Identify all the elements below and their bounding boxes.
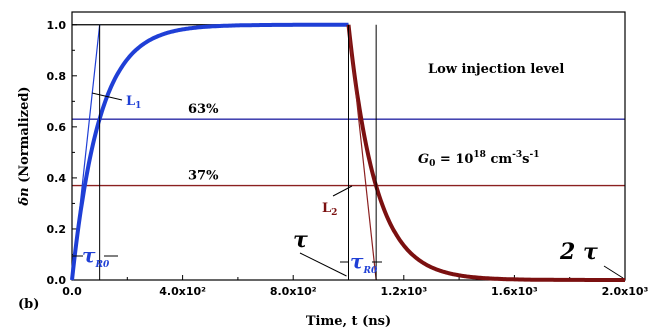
L1-pointer bbox=[91, 92, 123, 101]
y-axis-label: δn (Normalized) bbox=[17, 86, 32, 206]
generation-rate-label: G0 = 1018 cm-3s-1 bbox=[418, 150, 539, 169]
x-tick-label: 4.0x10² bbox=[159, 285, 206, 298]
tau-R0-decay-label: τR0 bbox=[350, 249, 378, 276]
x-axis-label: Time, t (ns) bbox=[306, 314, 391, 329]
x-tick-label: 1.6x10³ bbox=[491, 285, 538, 298]
y-tick-label: 0.4 bbox=[47, 172, 67, 185]
series bbox=[70, 22, 626, 282]
y-tick-label: 0.0 bbox=[47, 274, 67, 287]
L2-label: L2 bbox=[322, 201, 337, 218]
annotations: Low injection level 63% 37% G0 = 1018 cm-3s… bbox=[72, 62, 624, 279]
tau-label: τ bbox=[293, 227, 308, 253]
two-tau-label: 2 τ bbox=[559, 239, 598, 265]
panel-label: (b) bbox=[18, 297, 39, 312]
L1-label: L1 bbox=[126, 94, 141, 111]
tau-pointer bbox=[299, 252, 347, 277]
x-tick-label: 8.0x10² bbox=[270, 285, 317, 298]
y-tick-label: 0.6 bbox=[47, 121, 67, 134]
tangent-L1 bbox=[71, 24, 101, 281]
x-tick-label: 2.0x10³ bbox=[602, 285, 649, 298]
ref-label-63pct: 63% bbox=[188, 102, 219, 117]
rise-curve bbox=[70, 22, 350, 281]
tau-R0-rise-label: τR0 bbox=[82, 243, 110, 270]
y-tick-label: 1.0 bbox=[47, 19, 67, 32]
tangent-L2 bbox=[347, 24, 377, 281]
y-tick-label: 0.8 bbox=[47, 70, 67, 83]
x-tick-label: 0.0 bbox=[62, 285, 82, 298]
two-tau-pointer bbox=[603, 265, 624, 279]
ref-label-37pct: 37% bbox=[188, 169, 219, 184]
y-tick-label: 0.2 bbox=[47, 223, 67, 236]
injection-level-label: Low injection level bbox=[428, 62, 564, 77]
x-tick-label: 1.2x10³ bbox=[380, 285, 427, 298]
axes: 0.0 4.0x10² 8.0x10² 1.2x10³ 1.6x10³ 2.0x10³ 0.… bbox=[17, 11, 649, 329]
L2-pointer bbox=[332, 185, 353, 197]
decay-curve bbox=[346, 24, 626, 282]
